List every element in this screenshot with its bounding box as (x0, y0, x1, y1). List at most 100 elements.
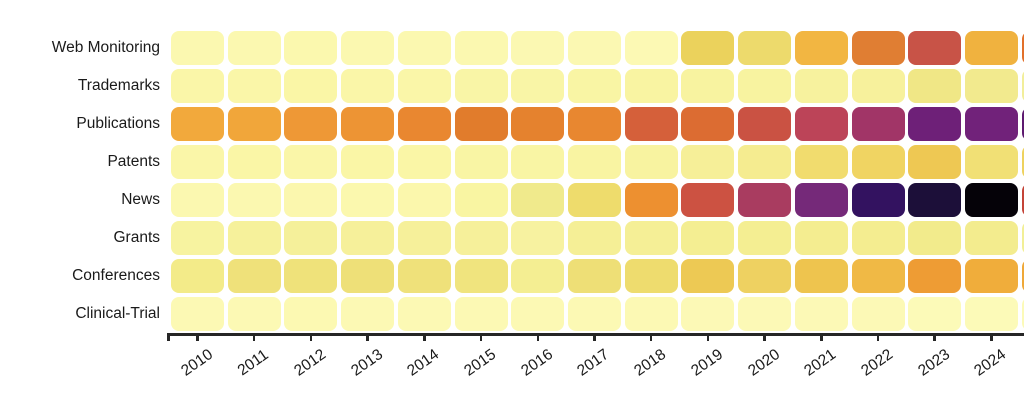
heatmap-cell (227, 69, 281, 103)
heatmap-cell (964, 145, 1018, 179)
x-tick-label-2024: 2024 (971, 345, 1010, 380)
heatmap-cell (341, 259, 395, 293)
heatmap-cell (624, 31, 678, 65)
heatmap-cell (171, 107, 224, 141)
heatmap-cell (397, 183, 451, 217)
heatmap-cell (171, 31, 224, 65)
x-tick-label-2012: 2012 (291, 345, 330, 380)
heatmap-cell (681, 69, 735, 103)
row-label-clinical-trial: Clinical-Trial (75, 305, 160, 322)
heatmap-cell (851, 297, 905, 331)
heatmap-cell (851, 221, 905, 255)
heatmap-cell (227, 145, 281, 179)
heatmap-cell (397, 297, 451, 331)
heatmap-cell (171, 221, 224, 255)
heatmap-cell (624, 145, 678, 179)
heatmap-cell (284, 183, 338, 217)
heatmap-cell (397, 31, 451, 65)
heatmap-cell (851, 107, 905, 141)
heatmap-cell (171, 259, 224, 293)
heatmap-cell (964, 259, 1018, 293)
heatmap-cell (341, 69, 395, 103)
heatmap-cell (908, 69, 962, 103)
heatmap-cell (908, 107, 962, 141)
heatmap-cell (171, 183, 224, 217)
row-label-trademarks: Trademarks (77, 77, 160, 94)
x-axis-tick (167, 333, 170, 341)
heatmap-cell (397, 69, 451, 103)
heatmap-cell (454, 31, 508, 65)
heatmap-cell (567, 221, 621, 255)
heatmap-cell (567, 259, 621, 293)
heatmap-cell (624, 259, 678, 293)
x-axis-tick (366, 333, 369, 341)
heatmap-cell (227, 259, 281, 293)
heatmap-cell (454, 107, 508, 141)
heatmap-cell (964, 297, 1018, 331)
heatmap-cell (284, 259, 338, 293)
x-axis-tick (252, 333, 256, 341)
heatmap-cell (794, 145, 848, 179)
x-tick-label-2013: 2013 (347, 345, 386, 380)
heatmap-cell (624, 107, 678, 141)
heatmap-cell (681, 297, 735, 331)
heatmap-cell (511, 107, 565, 141)
heatmap-cell (511, 297, 565, 331)
heatmap-cell (738, 107, 792, 141)
row-label-patents: Patents (107, 153, 160, 170)
x-axis-tick (423, 333, 426, 341)
heatmap-cell (1021, 31, 1024, 65)
x-axis-tick (593, 333, 596, 341)
heatmap-cell (397, 259, 451, 293)
heatmap-cell (851, 31, 905, 65)
heatmap-cell (624, 69, 678, 103)
x-tick-label-2022: 2022 (858, 345, 897, 380)
heatmap-cell (454, 259, 508, 293)
heatmap-cell (794, 297, 848, 331)
heatmap-cell (851, 145, 905, 179)
heatmap-cell (511, 259, 565, 293)
heatmap-cell (681, 31, 735, 65)
heatmap-cell (454, 221, 508, 255)
heatmap-cell (397, 145, 451, 179)
x-tick-label-2020: 2020 (744, 345, 783, 380)
heatmap-cell (454, 145, 508, 179)
heatmap-cell (1021, 259, 1024, 293)
x-tick-label-2016: 2016 (517, 345, 556, 380)
heatmap-cell (341, 221, 395, 255)
heatmap-cell (511, 69, 565, 103)
x-tick-label-2017: 2017 (574, 345, 613, 380)
x-axis-tick (536, 333, 539, 341)
heatmap-cell (794, 31, 848, 65)
heatmap-cell (738, 221, 792, 255)
heatmap-cell (227, 183, 281, 217)
heatmap-cell (511, 31, 565, 65)
x-axis-tick (933, 333, 936, 341)
heatmap-cell (227, 297, 281, 331)
heatmap-cell (794, 69, 848, 103)
heatmap-cell (681, 145, 735, 179)
x-tick-label-2010: 2010 (177, 345, 216, 380)
heatmap-cell (511, 145, 565, 179)
heatmap-cell (908, 221, 962, 255)
heatmap-cell (567, 31, 621, 65)
heatmap-cell (1021, 221, 1024, 255)
heatmap-cell (454, 297, 508, 331)
x-axis-tick (706, 333, 710, 341)
heatmap-cell (794, 259, 848, 293)
x-axis-tick (820, 333, 823, 341)
heatmap-cell (964, 69, 1018, 103)
heatmap-cell (284, 145, 338, 179)
row-label-conferences: Conferences (72, 267, 160, 284)
heatmap-cell (284, 31, 338, 65)
heatmap-cell (454, 183, 508, 217)
heatmap-cell (681, 183, 735, 217)
heatmap-cell (738, 69, 792, 103)
heatmap-cell (284, 297, 338, 331)
heatmap-cell (284, 69, 338, 103)
heatmap-cell (738, 31, 792, 65)
x-tick-label-2015: 2015 (461, 345, 500, 380)
heatmap-cell (341, 297, 395, 331)
heatmap-cell (908, 259, 962, 293)
heatmap-cell (738, 297, 792, 331)
